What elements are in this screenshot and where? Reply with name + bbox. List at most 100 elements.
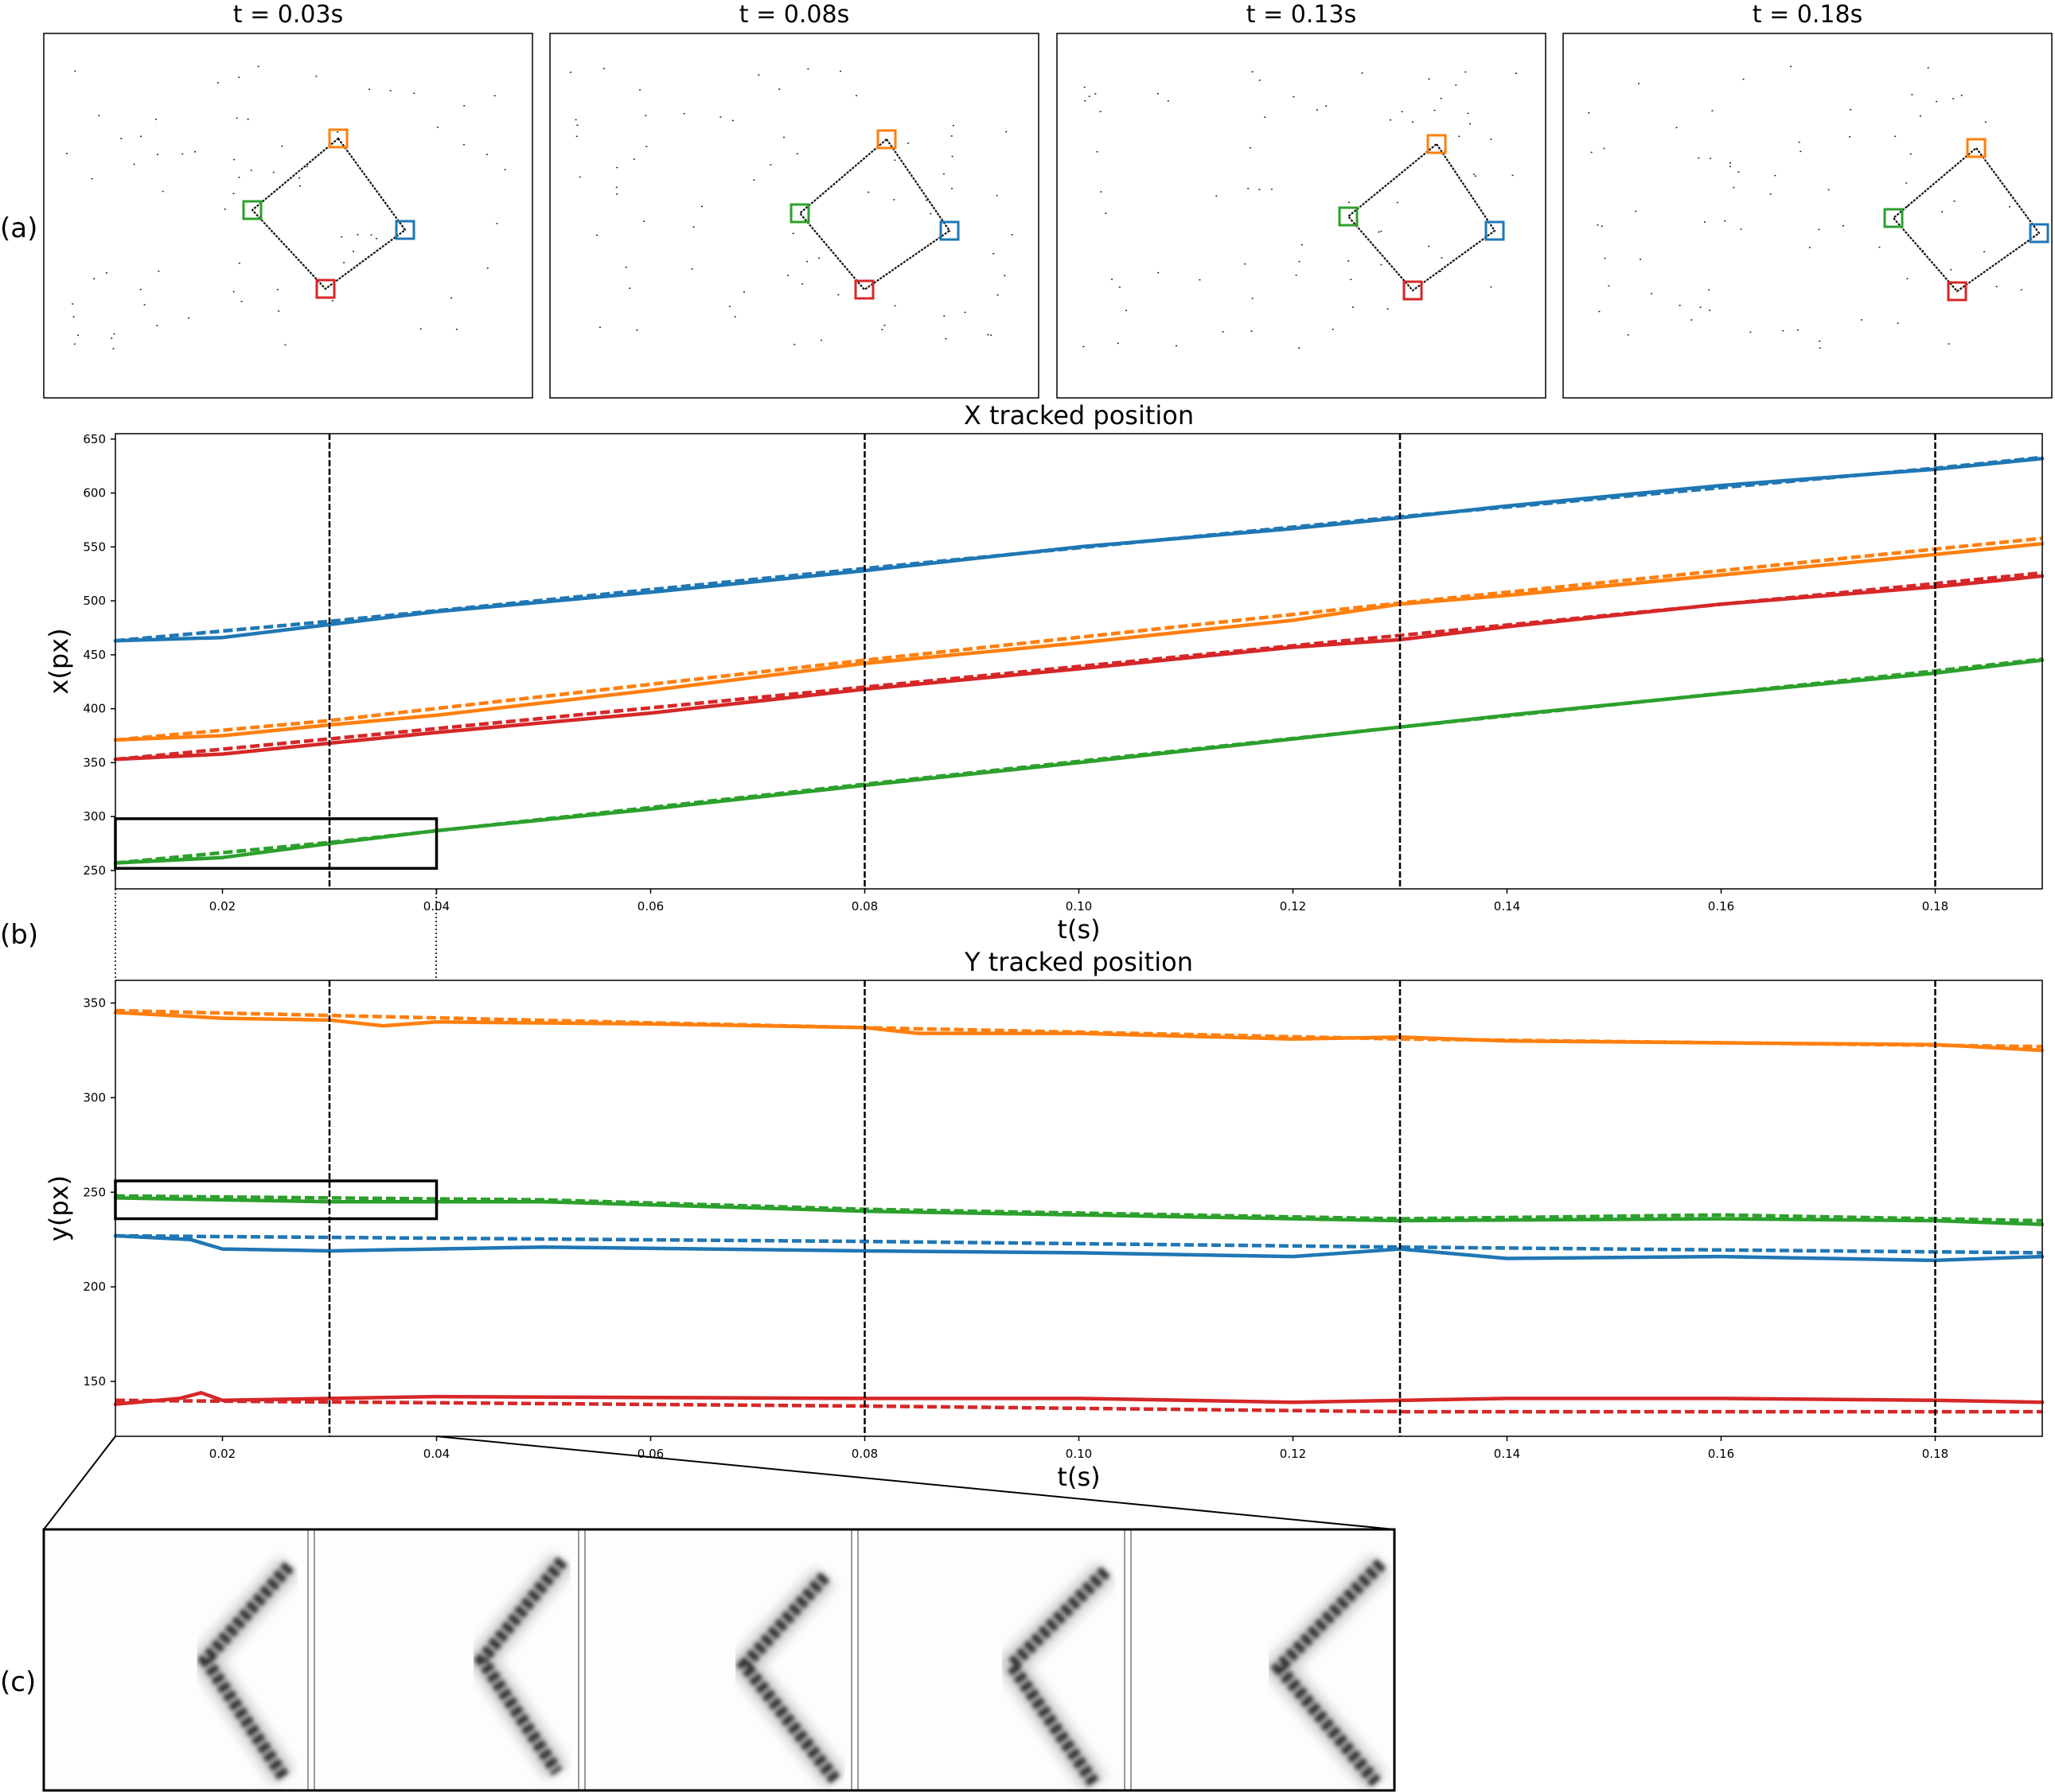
event-dot — [893, 199, 895, 201]
event-dot — [353, 251, 354, 252]
event-dot — [691, 268, 693, 270]
event-dot — [65, 153, 68, 154]
event-dot — [579, 176, 581, 178]
event-dot — [1911, 94, 1913, 95]
green-tracker-box — [1883, 208, 1904, 228]
event-dot — [91, 177, 93, 180]
event-frame: t = 0.08s — [549, 1, 1039, 399]
x-tick-label: 0.02 — [209, 1447, 236, 1461]
event-dot — [615, 186, 618, 189]
frame-border — [549, 33, 1039, 399]
x-tick-label: 0.10 — [1066, 899, 1092, 914]
event-dot — [337, 131, 339, 133]
event-dot — [1199, 279, 1201, 281]
x-tick-label: 0.12 — [1280, 899, 1306, 914]
event-dot — [281, 145, 283, 147]
event-dot — [1604, 257, 1606, 259]
event-dot — [1690, 319, 1693, 321]
event-dot — [1350, 279, 1352, 280]
event-dot — [140, 135, 142, 138]
y-tick-label: 350 — [83, 755, 106, 769]
event-dot — [1244, 263, 1246, 265]
event-dot — [1953, 201, 1956, 202]
panel-label-b: (b) — [0, 919, 38, 951]
event-dot — [942, 173, 945, 175]
event-dot — [645, 146, 648, 147]
event-dot — [1378, 231, 1380, 233]
event-dot — [1927, 67, 1929, 68]
event-dot — [1950, 269, 1952, 271]
event-dot — [1729, 166, 1731, 168]
event-dot — [1258, 80, 1261, 81]
event-dot — [493, 95, 496, 97]
event-dot — [1984, 121, 1987, 123]
event-dot — [1597, 224, 1599, 226]
event-dot — [1096, 151, 1098, 153]
event-dot — [575, 119, 577, 121]
event-dot — [1948, 343, 1950, 345]
plot-frame — [115, 980, 2043, 1437]
event-dot — [1011, 234, 1013, 236]
event-dot — [1458, 135, 1460, 138]
event-dot — [1710, 158, 1712, 159]
event-dot — [1005, 131, 1008, 133]
event-dot — [1474, 175, 1476, 177]
event-dot — [1819, 347, 1821, 349]
event-dot — [990, 334, 992, 336]
blue-tracker-box — [1484, 220, 1505, 241]
event-dot — [194, 151, 196, 153]
red-tracker-box — [1947, 281, 1967, 302]
event-dot — [1588, 112, 1590, 114]
event-dot — [616, 166, 618, 169]
event-dot — [1590, 151, 1593, 154]
event-dot — [1176, 345, 1177, 347]
event-dot — [298, 177, 300, 179]
event-dot — [1709, 310, 1711, 311]
event-dot — [233, 158, 236, 161]
event-dot — [341, 236, 343, 238]
blue-tracker-box — [2029, 223, 2049, 243]
event-dot — [1440, 98, 1442, 99]
event-dot — [575, 135, 578, 138]
event-dot — [1247, 188, 1250, 189]
event-dot — [370, 234, 372, 236]
event-dot — [818, 257, 821, 259]
event-dot — [1464, 71, 1467, 73]
event-dot — [1729, 162, 1731, 164]
event-frames: t = 0.03s t = 0.08s t = 0.13s t = 0.18s — [43, 1, 2053, 399]
event-dot — [945, 337, 947, 340]
event-dot — [1711, 110, 1714, 111]
event-noise — [65, 65, 506, 349]
event-dot — [1798, 142, 1800, 143]
x-tick-label: 0.16 — [1708, 1447, 1734, 1461]
event-dot — [120, 138, 123, 139]
event-dot — [1952, 98, 1955, 99]
event-dot — [1860, 319, 1862, 321]
event-dot — [1601, 225, 1603, 227]
zoom-patch — [316, 1529, 586, 1790]
x-tick-label: 0.18 — [1922, 899, 1948, 914]
event-dot — [643, 220, 645, 222]
event-dot — [1849, 136, 1850, 138]
event-square-shape — [1347, 142, 1496, 292]
event-dot — [216, 82, 219, 84]
event-dot — [1490, 286, 1492, 288]
event-dot — [1638, 83, 1640, 84]
event-dot — [629, 287, 631, 289]
y-tick-label: 300 — [83, 1090, 106, 1104]
event-dot — [1819, 341, 1821, 342]
event-dot — [1084, 99, 1086, 102]
event-dot — [1390, 119, 1391, 121]
event-dot — [992, 253, 995, 255]
event-dot — [1100, 191, 1102, 193]
x-tick-label: 0.16 — [1708, 899, 1734, 914]
patch-strip-border — [42, 1528, 1396, 1792]
event-dot — [486, 267, 489, 269]
event-dot — [1361, 72, 1363, 74]
event-dot — [881, 329, 883, 330]
event-dot — [368, 88, 371, 90]
event-dot — [72, 316, 75, 317]
event-dot — [1515, 72, 1517, 74]
event-dot — [156, 325, 158, 326]
event-dot — [1919, 115, 1921, 117]
